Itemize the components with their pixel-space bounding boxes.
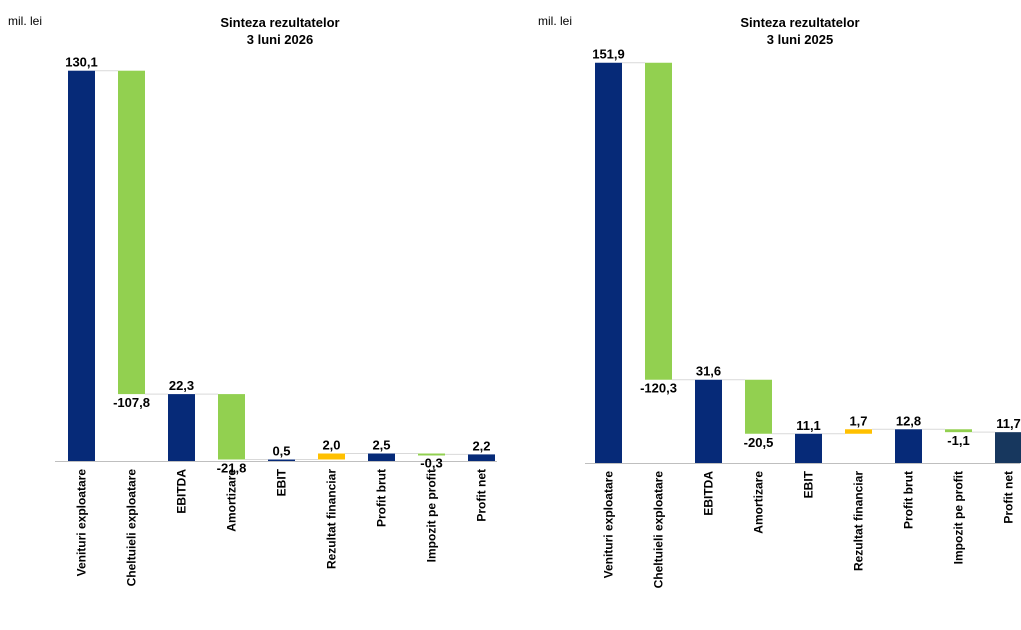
- bar: [845, 429, 872, 434]
- bar: [468, 454, 495, 461]
- category-label: EBITDA: [702, 471, 716, 516]
- category-label: Profit brut: [375, 469, 389, 527]
- data-label: -21,8: [217, 461, 247, 476]
- bar: [268, 459, 295, 462]
- data-label: 31,6: [696, 364, 721, 379]
- chart-title-line1: Sinteza rezultatelor: [740, 15, 859, 30]
- chart-title-line2: 3 luni 2026: [247, 32, 313, 47]
- category-label: Venituri exploatare: [75, 469, 89, 577]
- category-label: Impozit pe profit: [425, 469, 439, 562]
- bar: [118, 70, 145, 395]
- bar: [168, 394, 195, 461]
- chart-2026: mil. lei Sinteza rezultatelor 3 luni 202…: [8, 14, 497, 587]
- category-label: EBIT: [275, 468, 289, 496]
- category-label: Profit net: [1002, 471, 1016, 524]
- bar: [318, 453, 345, 460]
- bar: [945, 429, 972, 433]
- bar: [68, 70, 95, 461]
- plot-area: 130,1 -107,8 22,3 -21,8 0,5 2,0 2,5 -0,3 2,2 Veni…: [55, 55, 497, 587]
- unit-label: mil. lei: [538, 14, 572, 28]
- data-label: 2,0: [322, 438, 340, 453]
- plot-area: 151,9 -120,3 31,6 -20,5 11,1 1,7 12,8 -1,1 11,7 V…: [585, 47, 1021, 589]
- category-label: Venituri exploatare: [602, 471, 616, 579]
- bar: [595, 62, 622, 463]
- data-label: -0,3: [420, 455, 442, 470]
- data-label: 22,3: [169, 378, 194, 393]
- bar: [995, 432, 1021, 463]
- category-label: Amortizare: [752, 471, 766, 534]
- data-label: 12,8: [896, 413, 921, 428]
- data-label: 0,5: [272, 444, 290, 459]
- data-label: -1,1: [947, 433, 969, 448]
- unit-label: mil. lei: [8, 14, 42, 28]
- category-label: Profit net: [475, 469, 489, 522]
- category-label: Profit brut: [902, 471, 916, 529]
- bar: [368, 453, 395, 461]
- bar: [695, 379, 722, 463]
- category-label: Rezultat financiar: [325, 469, 339, 569]
- data-label: -120,3: [640, 381, 677, 396]
- chart-title-line1: Sinteza rezultatelor: [220, 15, 339, 30]
- data-label: 2,5: [372, 438, 390, 453]
- data-label: 1,7: [849, 413, 867, 428]
- data-label: 130,1: [65, 55, 98, 70]
- category-label: Impozit pe profit: [952, 471, 966, 564]
- data-label: -107,8: [113, 395, 150, 410]
- bar: [418, 453, 445, 456]
- chart-2025: mil. lei Sinteza rezultatelor 3 luni 202…: [538, 14, 1021, 589]
- data-label: 151,9: [592, 47, 625, 62]
- data-label: 11,7: [996, 416, 1021, 431]
- category-label: Cheltuieli exploatare: [652, 471, 666, 589]
- bar: [795, 433, 822, 463]
- bar: [218, 394, 245, 460]
- data-label: 2,2: [472, 438, 490, 453]
- bar: [745, 379, 772, 434]
- category-label: Rezultat financiar: [852, 471, 866, 571]
- category-label: EBITDA: [175, 469, 189, 514]
- chart-title-line2: 3 luni 2025: [767, 32, 833, 47]
- data-label: 11,1: [796, 418, 821, 433]
- bar: [895, 429, 922, 463]
- category-label: EBIT: [802, 470, 816, 498]
- category-label: Amortizare: [225, 469, 239, 532]
- bar: [645, 62, 672, 380]
- category-label: Cheltuieli exploatare: [125, 469, 139, 587]
- data-label: -20,5: [744, 435, 774, 450]
